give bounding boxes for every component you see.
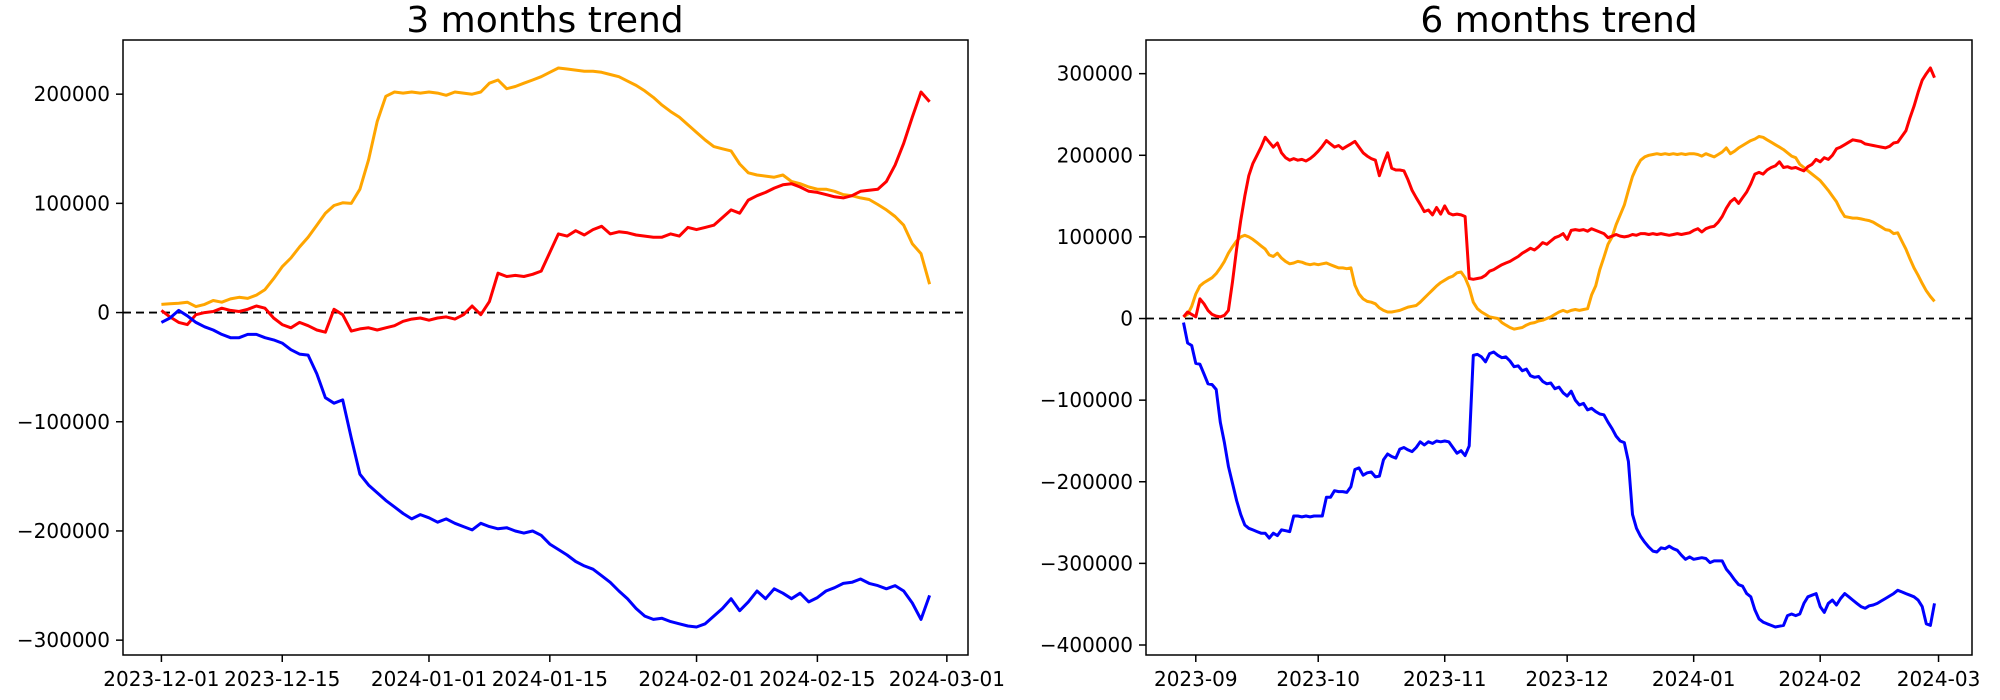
x-tick-label: 2023-12-15 (224, 667, 340, 691)
left-chart-plot: 200000 100000 0 −100000 −200000 −300000 2023-1… (17, 39, 1005, 691)
x-tick-label: 2023-12 (1525, 667, 1609, 691)
x-tick-label: 2024-02 (1778, 667, 1862, 691)
y-tick-label: −100000 (17, 410, 110, 434)
y-tick-label: −300000 (1040, 551, 1133, 575)
y-tick-label: −300000 (17, 628, 110, 652)
x-tick-label: 2024-01-15 (492, 667, 608, 691)
y-tick-label: 100000 (34, 191, 110, 215)
orange-line (1182, 135, 1936, 331)
y-tick-label: −200000 (1040, 470, 1133, 494)
red-line (160, 90, 931, 334)
y-tick-label: 0 (97, 301, 110, 325)
y-tick-label: −200000 (17, 519, 110, 543)
x-tick-label: 2024-02-01 (638, 667, 754, 691)
right-chart-title: 6 months trend (1420, 0, 1697, 41)
x-tick-label: 2023-11 (1403, 667, 1487, 691)
y-tick-label: 200000 (34, 82, 110, 106)
y-tick-label: −100000 (1040, 388, 1133, 412)
red-line (1182, 66, 1936, 319)
left-chart-title: 3 months trend (406, 0, 683, 41)
x-tick-label: 2023-10 (1276, 667, 1360, 691)
y-tick-label: 200000 (1057, 143, 1133, 167)
y-tick-label: 100000 (1057, 225, 1133, 249)
blue-line (160, 308, 932, 629)
x-tick-label: 2024-01-01 (371, 667, 487, 691)
plot-border (1145, 39, 1973, 656)
blue-line (1182, 322, 1936, 629)
x-tick-label: 2023-09 (1154, 667, 1238, 691)
y-tick-label: 0 (1120, 307, 1133, 331)
y-tick-label: 300000 (1057, 62, 1133, 86)
x-tick-label: 2024-03-01 (889, 667, 1005, 691)
x-tick-label: 2023-12-01 (103, 667, 219, 691)
right-chart-plot: 300000 200000 100000 0 −100000 −200000 −300000… (1040, 39, 1981, 691)
plot-border (122, 39, 969, 656)
x-tick-label: 2024-02-15 (759, 667, 875, 691)
y-tick-label: −400000 (1040, 633, 1133, 657)
x-tick-label: 2024-03 (1897, 667, 1981, 691)
orange-line (161, 66, 932, 309)
x-tick-label: 2024-01 (1652, 667, 1736, 691)
